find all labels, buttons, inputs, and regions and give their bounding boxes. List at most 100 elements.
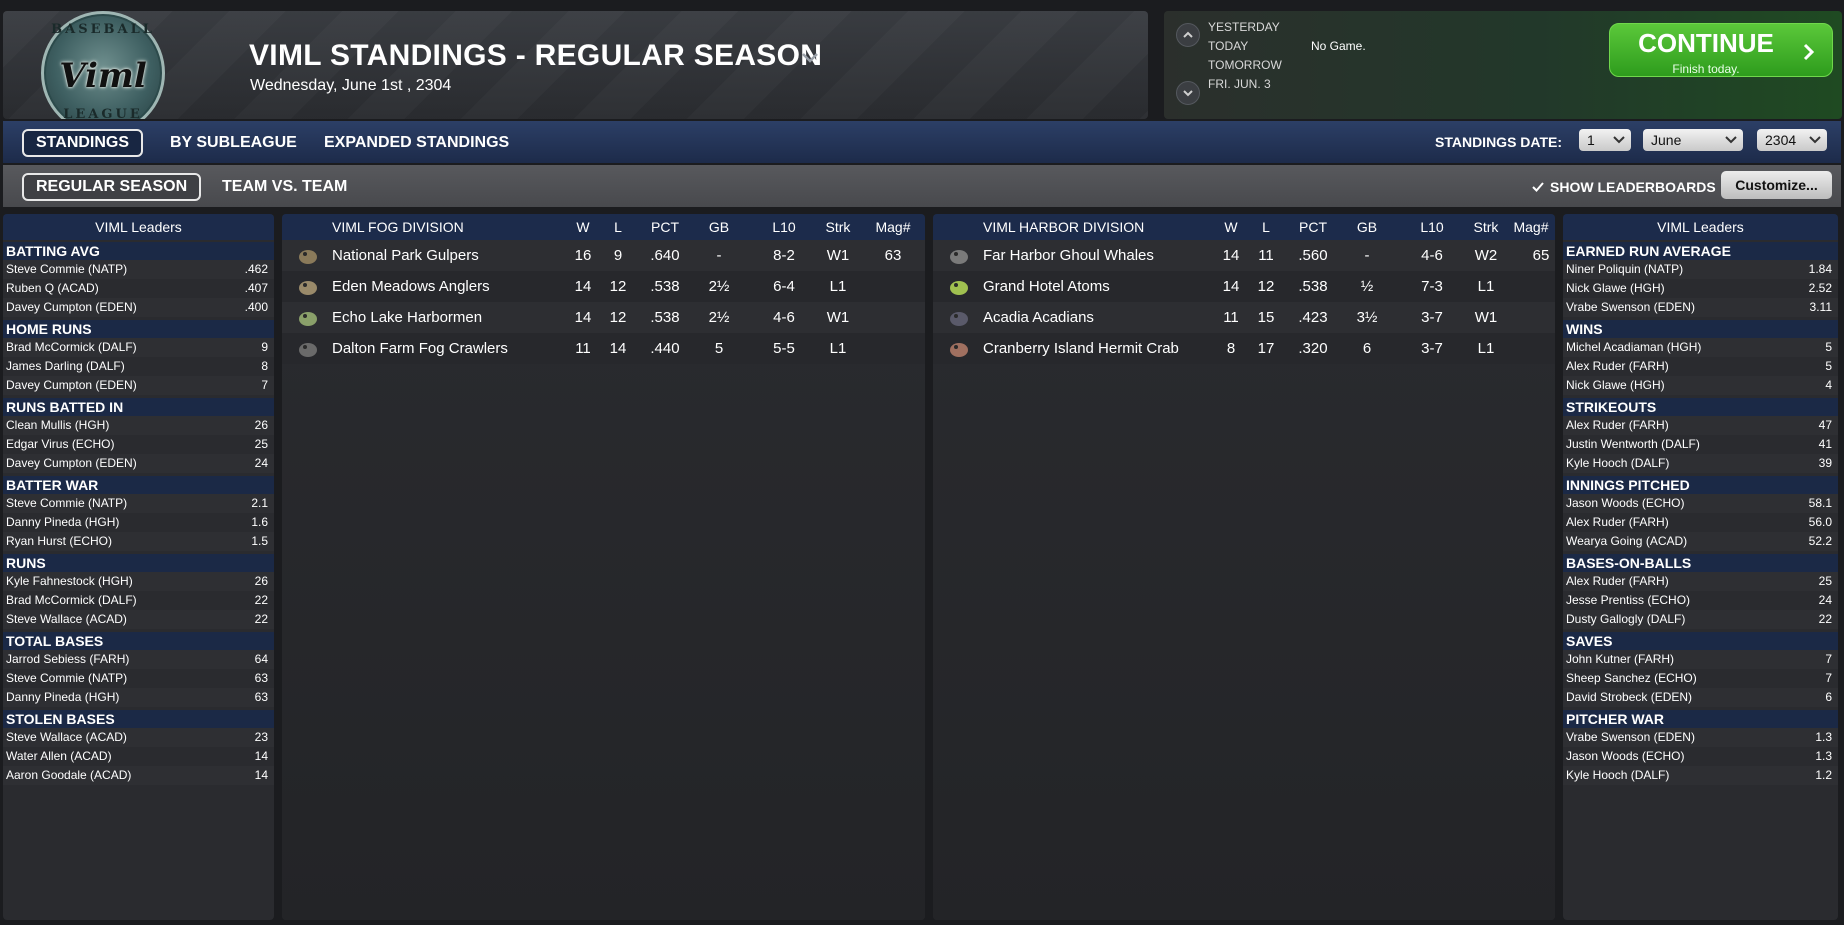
leader-category-title[interactable]: INNINGS PITCHED <box>1563 476 1838 494</box>
team-row[interactable]: Cranberry Island Hermit Crab 8 17 .320 6 3-7 L… <box>933 333 1555 364</box>
tab-team-vs-team[interactable]: TEAM VS. TEAM <box>222 178 348 195</box>
leader-player[interactable]: Brad McCormick (DALF) <box>6 340 137 354</box>
leader-player[interactable]: Justin Wentworth (DALF) <box>1566 437 1700 451</box>
leader-player[interactable]: Davey Cumpton (EDEN) <box>6 300 137 314</box>
team-row[interactable]: Echo Lake Harbormen 14 12 .538 2½ 4-6 W1 <box>282 302 925 333</box>
col-w[interactable]: W <box>1224 219 1238 235</box>
col-pct[interactable]: PCT <box>1299 219 1327 235</box>
page-title[interactable]: VIML STANDINGS - REGULAR SEASON <box>249 39 823 72</box>
chevron-down-icon[interactable] <box>1176 81 1200 105</box>
col-gb[interactable]: GB <box>1356 219 1378 235</box>
leader-player[interactable]: Nick Glawe (HGH) <box>1566 281 1665 295</box>
customize-button[interactable]: Customize... <box>1721 171 1832 199</box>
col-l10[interactable]: L10 <box>772 219 796 235</box>
team-row[interactable]: Dalton Farm Fog Crawlers 11 14 .440 5 5-5 L1 <box>282 333 925 364</box>
day-select[interactable]: 1 <box>1579 129 1631 151</box>
leader-player[interactable]: Jesse Prentiss (ECHO) <box>1566 593 1691 607</box>
col-strk[interactable]: Strk <box>825 219 851 235</box>
leader-player[interactable]: Alex Ruder (FARH) <box>1566 574 1669 588</box>
leader-player[interactable]: Kyle Hooch (DALF) <box>1566 456 1670 470</box>
year-select[interactable]: 2304 <box>1757 129 1827 151</box>
leader-player[interactable]: Davey Cumpton (EDEN) <box>6 378 137 392</box>
leader-player[interactable]: James Darling (DALF) <box>6 359 125 373</box>
leader-player[interactable]: Steve Commie (NATP) <box>6 496 128 510</box>
col-mag[interactable]: Mag# <box>1513 219 1549 235</box>
col-pct[interactable]: PCT <box>651 219 679 235</box>
team-name[interactable]: Cranberry Island Hermit Crab <box>983 340 1179 357</box>
day-today[interactable]: TODAY <box>1208 39 1249 53</box>
leader-player[interactable]: Danny Pineda (HGH) <box>6 690 120 704</box>
leader-category-title[interactable]: PITCHER WAR <box>1563 710 1838 728</box>
team-name[interactable]: Eden Meadows Anglers <box>332 278 490 295</box>
chevron-down-icon[interactable] <box>800 48 820 68</box>
leader-player[interactable]: Clean Mullis (HGH) <box>6 418 110 432</box>
leader-player[interactable]: Kyle Hooch (DALF) <box>1566 768 1670 782</box>
leader-category-title[interactable]: TOTAL BASES <box>3 632 274 650</box>
team-name[interactable]: Acadia Acadians <box>983 309 1094 326</box>
leader-player[interactable]: Steve Wallace (ACAD) <box>6 730 127 744</box>
leader-player[interactable]: Davey Cumpton (EDEN) <box>6 456 137 470</box>
leader-player[interactable]: Alex Ruder (FARH) <box>1566 515 1669 529</box>
leader-category-title[interactable]: RUNS <box>3 554 274 572</box>
team-name[interactable]: Far Harbor Ghoul Whales <box>983 247 1154 264</box>
day-next[interactable]: FRI. JUN. 3 <box>1208 77 1271 91</box>
leader-category-title[interactable]: SAVES <box>1563 632 1838 650</box>
tab-expanded-standings[interactable]: EXPANDED STANDINGS <box>324 134 510 151</box>
col-l[interactable]: L <box>1262 219 1270 235</box>
team-name[interactable]: Echo Lake Harbormen <box>332 309 483 326</box>
leader-player[interactable]: Kyle Fahnestock (HGH) <box>6 574 133 588</box>
show-leaderboards-label[interactable]: SHOW LEADERBOARDS <box>1550 179 1716 195</box>
team-row[interactable]: Eden Meadows Anglers 14 12 .538 2½ 6-4 L1 <box>282 271 925 302</box>
leader-player[interactable]: Nick Glawe (HGH) <box>1566 378 1665 392</box>
team-row[interactable]: Far Harbor Ghoul Whales 14 11 .560 - 4-6 W2 65 <box>933 240 1555 271</box>
team-name[interactable]: Dalton Farm Fog Crawlers <box>332 340 508 357</box>
leader-player[interactable]: Jarrod Sebiess (FARH) <box>6 652 130 666</box>
leader-player[interactable]: Danny Pineda (HGH) <box>6 515 120 529</box>
leader-player[interactable]: John Kutner (FARH) <box>1566 652 1675 666</box>
leader-player[interactable]: Sheep Sanchez (ECHO) <box>1566 671 1697 685</box>
leader-player[interactable]: Steve Commie (NATP) <box>6 262 128 276</box>
leader-player[interactable]: Wearya Going (ACAD) <box>1566 534 1688 548</box>
leader-player[interactable]: Vrabe Swenson (EDEN) <box>1566 300 1695 314</box>
col-strk[interactable]: Strk <box>1473 219 1499 235</box>
team-row[interactable]: Acadia Acadians 11 15 .423 3½ 3-7 W1 <box>933 302 1555 333</box>
leader-category-title[interactable]: HOME RUNS <box>3 320 274 338</box>
tab-by-subleague[interactable]: BY SUBLEAGUE <box>170 134 297 151</box>
leader-player[interactable]: David Strobeck (EDEN) <box>1566 690 1693 704</box>
col-l[interactable]: L <box>614 219 622 235</box>
leader-player[interactable]: Water Allen (ACAD) <box>6 749 112 763</box>
leader-player[interactable]: Jason Woods (ECHO) <box>1566 749 1685 763</box>
leader-player[interactable]: Ruben Q (ACAD) <box>6 281 99 295</box>
leader-player[interactable]: Edgar Virus (ECHO) <box>6 437 115 451</box>
tab-standings[interactable]: STANDINGS <box>22 129 144 157</box>
team-name[interactable]: National Park Gulpers <box>332 247 479 264</box>
leader-player[interactable]: Michel Acadiaman (HGH) <box>1566 340 1702 354</box>
leader-category-title[interactable]: BATTING AVG <box>3 242 274 260</box>
day-tomorrow[interactable]: TOMORROW <box>1208 58 1282 72</box>
leader-category-title[interactable]: EARNED RUN AVERAGE <box>1563 242 1838 260</box>
checkbox-checked-icon[interactable] <box>1531 180 1545 194</box>
leader-player[interactable]: Alex Ruder (FARH) <box>1566 418 1669 432</box>
leader-player[interactable]: Steve Commie (NATP) <box>6 671 128 685</box>
chevron-up-icon[interactable] <box>1176 23 1200 47</box>
tab-regular-season[interactable]: REGULAR SEASON <box>22 173 202 201</box>
leader-category-title[interactable]: BASES-ON-BALLS <box>1563 554 1838 572</box>
leader-player[interactable]: Vrabe Swenson (EDEN) <box>1566 730 1695 744</box>
col-gb[interactable]: GB <box>708 219 730 235</box>
leader-category-title[interactable]: STRIKEOUTS <box>1563 398 1838 416</box>
continue-button[interactable]: CONTINUE Finish today. <box>1609 23 1833 77</box>
leader-player[interactable]: Alex Ruder (FARH) <box>1566 359 1669 373</box>
leader-player[interactable]: Brad McCormick (DALF) <box>6 593 137 607</box>
leader-player[interactable]: Niner Poliquin (NATP) <box>1566 262 1684 276</box>
team-name[interactable]: Grand Hotel Atoms <box>983 278 1110 295</box>
leader-player[interactable]: Steve Wallace (ACAD) <box>6 612 127 626</box>
leader-player[interactable]: Aaron Goodale (ACAD) <box>6 768 132 782</box>
leader-category-title[interactable]: WINS <box>1563 320 1838 338</box>
leader-player[interactable]: Ryan Hurst (ECHO) <box>6 534 113 548</box>
col-l10[interactable]: L10 <box>1420 219 1444 235</box>
leader-category-title[interactable]: BATTER WAR <box>3 476 274 494</box>
leader-player[interactable]: Dusty Gallogly (DALF) <box>1566 612 1686 626</box>
leader-category-title[interactable]: STOLEN BASES <box>3 710 274 728</box>
leader-player[interactable]: Jason Woods (ECHO) <box>1566 496 1685 510</box>
team-row[interactable]: National Park Gulpers 16 9 .640 - 8-2 W1 63 <box>282 240 925 271</box>
